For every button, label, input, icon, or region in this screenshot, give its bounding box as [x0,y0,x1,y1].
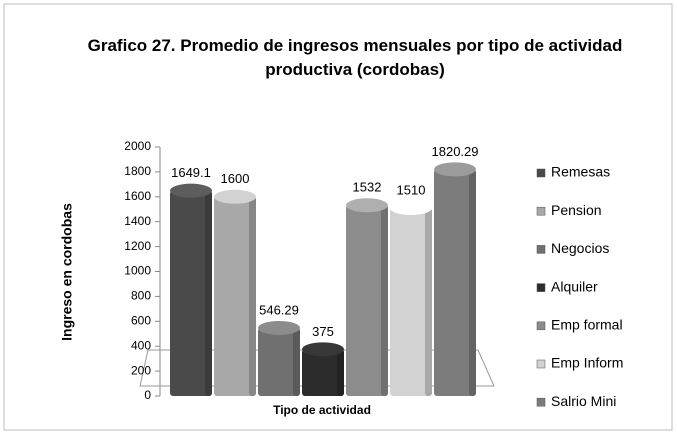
data-label: 546.29 [259,302,299,317]
y-tick-label: 1200 [124,239,151,253]
bar-face [346,198,388,213]
bar-face [425,208,432,396]
bar [170,183,212,396]
data-label: 1600 [221,171,250,186]
bar-face [170,183,212,198]
legend-swatch [536,168,546,178]
legend-swatch [536,283,546,292]
data-label: 1532 [353,180,382,195]
bar-face [302,342,344,357]
bar-face [302,349,344,396]
bar-face [205,190,212,396]
bar [302,342,344,396]
y-tick-label: 800 [131,289,151,303]
legend-label: Emp formal [551,317,623,333]
legend-swatch [536,397,546,407]
bar [214,189,256,396]
bar [258,320,300,396]
chart-title: Grafico 27. Promedio de ingresos mensual… [87,36,623,79]
bar-face [390,201,432,216]
legend-label: Salrio Mini [551,393,616,409]
bar-face [258,320,300,335]
legend-label: Remesas [551,164,610,180]
bar-face [258,327,300,396]
data-label: 1649.1 [171,165,211,180]
legend-label: Negocios [551,240,609,256]
y-tick-label: 1000 [124,264,151,278]
legend-label: Emp Inform [551,355,623,371]
y-tick-label: 600 [131,313,151,327]
x-axis-label: Tipo de actividad [273,403,371,417]
bar-face [337,349,344,396]
y-tick-label: 1400 [124,214,151,228]
legend-swatch [536,206,546,216]
data-label: 1820.29 [432,144,479,159]
data-label: 1510 [397,182,426,197]
bar-face [214,189,256,204]
y-tick-label: 400 [131,338,151,352]
y-tick-label: 1800 [124,164,151,178]
bar-face [293,327,300,396]
data-label: 375 [312,324,334,339]
legend-swatch [536,245,546,254]
bar-face [170,190,212,396]
y-axis-label: Ingreso en cordobas [59,203,75,341]
legend-label: Alquiler [551,278,598,294]
bar-face [249,196,256,396]
bar-face [381,205,388,396]
bar-face [390,208,432,396]
bar-face [214,196,256,396]
y-tick-label: 2000 [124,139,151,153]
legend-swatch [536,321,546,331]
bar [346,198,388,396]
bar-face [346,205,388,396]
bar [434,162,476,396]
y-tick-label: 200 [131,363,151,377]
y-tick-label: 1600 [124,189,151,203]
bar-face [434,169,476,396]
bar-face [434,162,476,177]
legend-label: Pension [551,202,602,218]
bar-face [469,169,476,396]
bar [390,201,432,396]
y-tick-label: 0 [144,388,151,402]
legend-swatch [536,359,546,369]
